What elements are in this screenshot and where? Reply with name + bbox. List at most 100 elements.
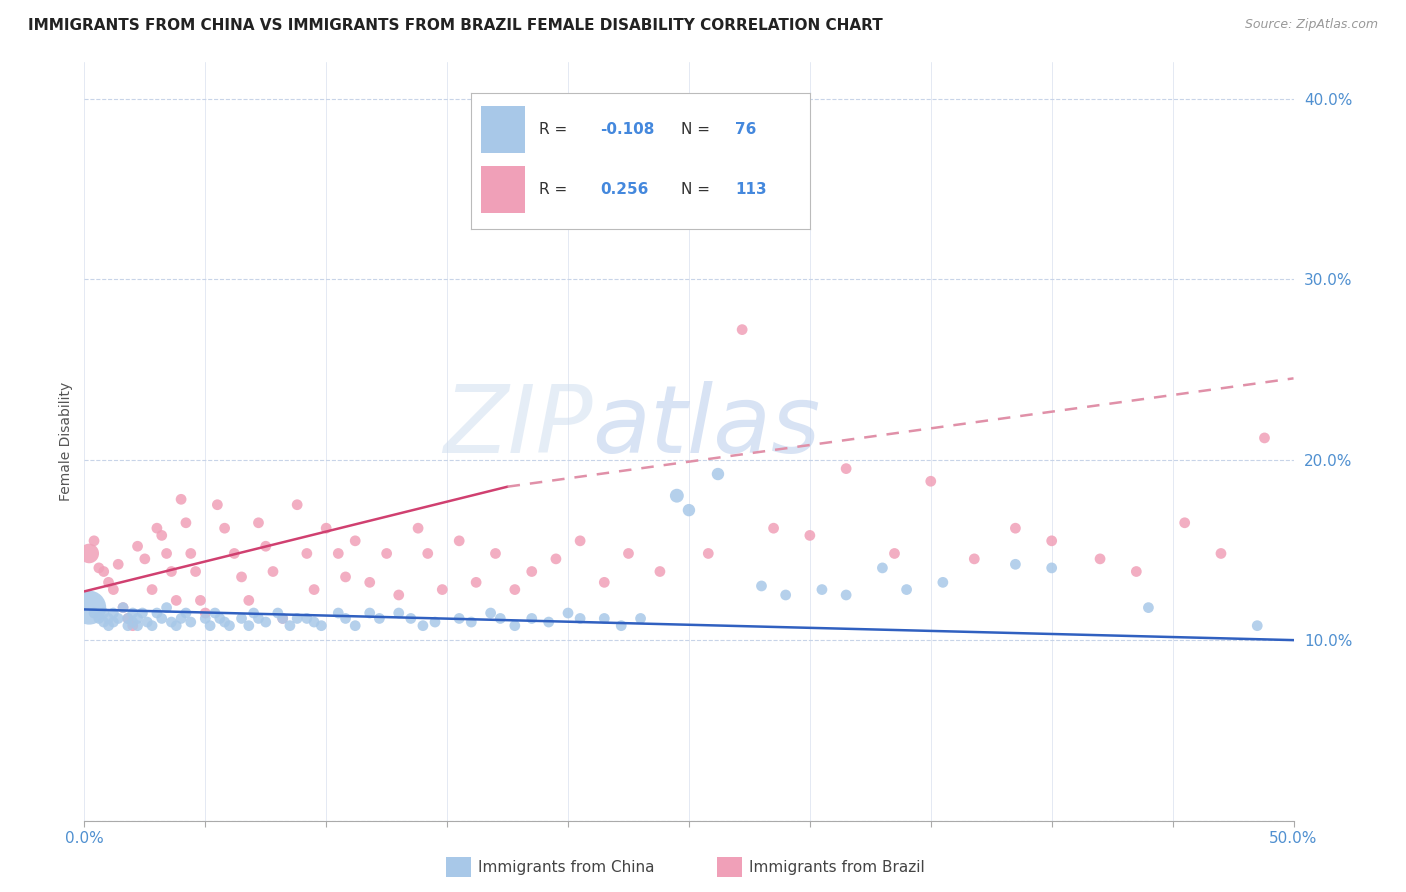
Point (489, 611, 512, 625)
Point (872, 561, 894, 575)
Point (107, 558, 129, 572)
Point (117, 611, 139, 625)
Point (150, 528, 173, 542)
Point (665, 489, 688, 503)
Point (93, 606, 115, 620)
Point (231, 611, 253, 625)
Point (1137, 600, 1160, 615)
Point (165, 618, 187, 632)
Point (77, 546, 100, 560)
Point (174, 516, 197, 530)
Point (762, 521, 785, 535)
Point (103, 615, 125, 629)
Point (127, 618, 149, 632)
Text: ZIP: ZIP (443, 381, 592, 472)
Point (388, 606, 411, 620)
Point (155, 546, 177, 560)
Point (1040, 533, 1063, 548)
Point (254, 615, 277, 629)
Point (375, 546, 398, 560)
Point (238, 618, 260, 632)
Point (359, 575, 381, 590)
Point (103, 582, 125, 597)
Point (107, 611, 129, 625)
Point (204, 606, 226, 620)
Text: Source: ZipAtlas.com: Source: ZipAtlas.com (1244, 18, 1378, 31)
Point (569, 611, 592, 625)
Point (932, 575, 955, 590)
Point (920, 475, 942, 489)
Point (136, 615, 159, 629)
Point (1174, 516, 1197, 530)
Point (190, 593, 212, 607)
Point (799, 528, 821, 542)
Point (520, 565, 543, 579)
Point (218, 618, 240, 632)
Point (285, 611, 308, 625)
Point (198, 618, 221, 632)
Point (1040, 561, 1063, 575)
Point (121, 606, 143, 620)
Point (520, 611, 543, 625)
Point (883, 546, 905, 560)
Point (835, 588, 858, 602)
Point (160, 615, 183, 629)
Point (112, 600, 135, 615)
Point (262, 565, 284, 579)
Point (359, 606, 381, 620)
Point (465, 575, 488, 590)
Point (141, 618, 163, 632)
Point (170, 492, 193, 507)
Point (449, 611, 471, 625)
Point (295, 546, 318, 560)
Point (479, 606, 502, 620)
Point (432, 582, 454, 597)
Point (811, 582, 834, 597)
Point (503, 582, 526, 597)
Point (503, 618, 526, 632)
Point (247, 516, 270, 530)
Point (87, 611, 110, 625)
Point (112, 600, 135, 615)
Point (97, 618, 120, 632)
Point (77, 600, 100, 615)
Point (121, 615, 143, 629)
Point (751, 579, 773, 593)
Point (311, 618, 333, 632)
Point (460, 615, 482, 629)
Point (302, 615, 325, 629)
Point (180, 546, 202, 560)
Point (1209, 546, 1232, 560)
Point (93, 615, 115, 629)
Point (208, 611, 231, 625)
Point (544, 552, 567, 566)
Point (97, 575, 120, 590)
Point (97, 611, 120, 625)
Point (682, 163, 704, 178)
Point (238, 593, 260, 607)
Point (184, 565, 207, 579)
Point (648, 565, 671, 579)
Point (557, 606, 579, 620)
Y-axis label: Female Disability: Female Disability (59, 382, 73, 501)
Point (83, 533, 105, 548)
Point (131, 606, 153, 620)
Point (344, 533, 367, 548)
Point (328, 546, 350, 560)
Point (678, 503, 700, 517)
Point (1004, 558, 1026, 572)
Point (165, 593, 187, 607)
Point (344, 618, 367, 632)
Point (127, 539, 149, 553)
Point (388, 588, 411, 602)
Point (278, 618, 301, 632)
Point (295, 611, 318, 625)
Point (399, 611, 422, 625)
Point (155, 600, 177, 615)
Point (150, 611, 173, 625)
Point (1125, 565, 1147, 579)
Point (285, 498, 308, 512)
Point (775, 588, 797, 602)
Point (254, 539, 277, 553)
Point (207, 498, 229, 512)
